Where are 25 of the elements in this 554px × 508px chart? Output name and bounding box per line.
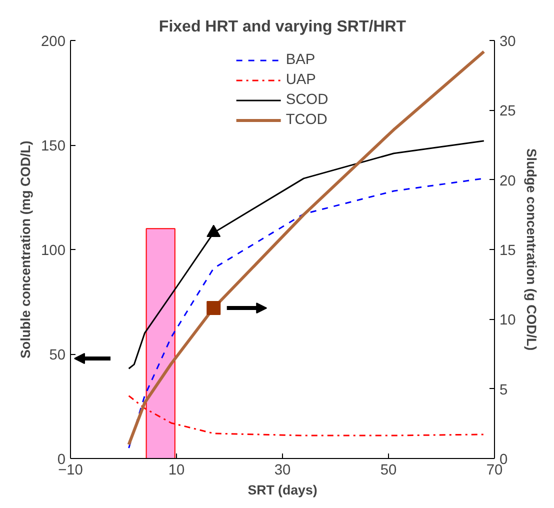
y2-tick-label: 20 [500,173,516,190]
x-tick-label: 50 [380,462,397,478]
y-tick-label: 50 [49,348,66,364]
legend-label: BAP [286,52,316,68]
chart-title: Fixed HRT and varying SRT/HRT [158,18,406,36]
y2-tick-label: 15 [500,243,516,259]
y-tick-label: 150 [41,138,66,154]
line-series [127,50,486,446]
line-series [128,395,485,436]
x-tick-label: 10 [168,462,185,478]
legend-label: UAP [286,72,316,88]
line-series [128,140,485,370]
x-tick-label: 70 [486,462,503,478]
y2-axis-title: Sludge concentration (g COD/L) [524,148,539,351]
y-tick-label: 100 [41,243,66,259]
y2-tick-label: 10 [500,312,516,329]
y-tick-label: 200 [41,34,66,50]
y2-tick-label: 30 [500,34,516,50]
y2-tick-label: 5 [500,382,508,398]
x-axis-title: SRT (days) [248,482,318,498]
x-tick-label: 30 [274,462,291,478]
y-axis-title: Soluble concentration (mg COD/L) [18,140,34,358]
y2-tick-label: 25 [500,104,516,120]
legend-label: TCOD [286,112,328,128]
legend-label: SCOD [286,92,328,108]
